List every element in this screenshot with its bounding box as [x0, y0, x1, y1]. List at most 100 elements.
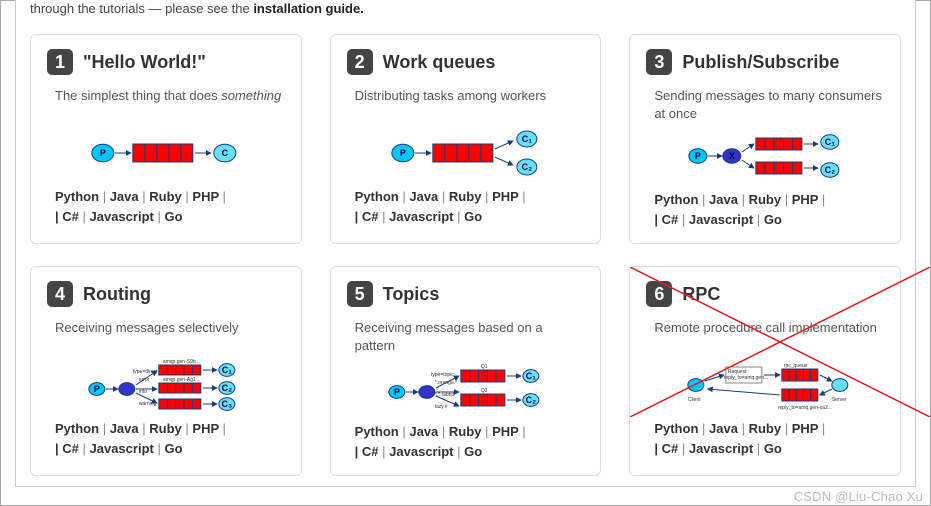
content-panel: through the tutorials — please see the i…: [15, 0, 916, 487]
svg-text:rpc_queue: rpc_queue: [784, 363, 808, 369]
lang-link[interactable]: Java: [709, 192, 738, 207]
lang-link[interactable]: C#: [62, 441, 79, 456]
lang-link[interactable]: Ruby: [449, 424, 482, 439]
lang-link[interactable]: Java: [110, 189, 139, 204]
lang-link[interactable]: Go: [764, 441, 782, 456]
card-languages: Python | Java | Ruby | PHP | | C# | Java…: [55, 419, 285, 458]
lang-link[interactable]: Python: [654, 421, 698, 436]
svg-text:C₂: C₂: [222, 383, 233, 393]
lang-link[interactable]: PHP: [792, 192, 819, 207]
svg-text:reply_to=amq.gen-xa2...: reply_to=amq.gen-xa2...: [778, 405, 832, 411]
card-title: RPC: [682, 284, 720, 305]
card-languages: Python | Java | Ruby | PHP | | C# | Java…: [355, 422, 585, 461]
lang-link[interactable]: PHP: [192, 189, 219, 204]
card-title: Publish/Subscribe: [682, 52, 839, 73]
lang-link[interactable]: Ruby: [749, 421, 782, 436]
svg-text:type=direct: type=direct: [133, 369, 158, 375]
lang-link[interactable]: C#: [662, 212, 679, 227]
lang-link[interactable]: PHP: [492, 189, 519, 204]
svg-text:amqp.gen-Ag1...: amqp.gen-Ag1...: [163, 377, 200, 383]
card-header: 6 RPC: [646, 281, 884, 307]
card-header: 4 Routing: [47, 281, 285, 307]
tutorial-card[interactable]: 2 Work queues Distributing tasks among w…: [330, 34, 602, 244]
card-number: 2: [347, 49, 373, 75]
lang-link[interactable]: PHP: [192, 421, 219, 436]
svg-text:warning: warning: [139, 401, 157, 407]
svg-text:C₂: C₂: [521, 162, 532, 172]
card-header: 3 Publish/Subscribe: [646, 49, 884, 75]
svg-text:C₂: C₂: [525, 395, 536, 405]
card-description: Receiving messages selectively: [55, 319, 285, 351]
svg-text:C₁: C₁: [521, 134, 531, 144]
svg-text:Server: Server: [832, 397, 847, 403]
svg-text:C₁: C₁: [222, 365, 232, 375]
lang-link[interactable]: Ruby: [149, 421, 182, 436]
svg-text:Q1: Q1: [480, 364, 487, 370]
card-languages: Python | Java | Ruby | PHP | | C# | Java…: [55, 187, 285, 226]
intro-link[interactable]: installation guide.: [253, 1, 364, 16]
lang-link[interactable]: C#: [62, 209, 79, 224]
lang-link[interactable]: C#: [362, 209, 379, 224]
card-diagram: ClientRequestreply_to=amq.gen...rpc_queu…: [654, 359, 884, 411]
card-diagram: PC₁C₂: [355, 127, 585, 179]
card-diagram: PC: [55, 127, 285, 179]
tutorial-card[interactable]: 3 Publish/Subscribe Sending messages to …: [629, 34, 901, 244]
lang-link[interactable]: Java: [709, 421, 738, 436]
lang-link[interactable]: Python: [55, 421, 99, 436]
card-header: 1 "Hello World!": [47, 49, 285, 75]
lang-link[interactable]: Java: [110, 421, 139, 436]
svg-text:info: info: [139, 389, 147, 395]
lang-link[interactable]: PHP: [792, 421, 819, 436]
svg-text:C₃: C₃: [221, 399, 232, 409]
card-description: Receiving messages based on a pattern: [355, 319, 585, 354]
tutorial-card[interactable]: 5 Topics Receiving messages based on a p…: [330, 266, 602, 476]
card-number: 5: [347, 281, 373, 307]
lang-link[interactable]: Javascript: [689, 441, 753, 456]
svg-text:P: P: [100, 148, 106, 158]
lang-link[interactable]: Javascript: [389, 444, 453, 459]
card-description: Distributing tasks among workers: [355, 87, 585, 119]
tutorial-card[interactable]: 4 Routing Receiving messages selectively…: [30, 266, 302, 476]
lang-link[interactable]: Javascript: [90, 209, 154, 224]
lang-link[interactable]: Go: [164, 209, 182, 224]
svg-text:C: C: [222, 148, 229, 158]
svg-text:C₁: C₁: [825, 137, 835, 147]
card-languages: Python | Java | Ruby | PHP | | C# | Java…: [654, 419, 884, 458]
lang-link[interactable]: Python: [355, 189, 399, 204]
lang-link[interactable]: Go: [164, 441, 182, 456]
card-languages: Python | Java | Ruby | PHP | | C# | Java…: [654, 190, 884, 229]
lang-link[interactable]: Python: [55, 189, 99, 204]
svg-text:error: error: [139, 377, 150, 383]
lang-link[interactable]: Python: [355, 424, 399, 439]
svg-text:reply_to=amq.gen...: reply_to=amq.gen...: [724, 375, 768, 381]
lang-link[interactable]: Go: [464, 209, 482, 224]
card-description: Sending messages to many consumers at on…: [654, 87, 884, 122]
lang-link[interactable]: Java: [409, 189, 438, 204]
lang-link[interactable]: Java: [409, 424, 438, 439]
tutorial-card[interactable]: 6 RPC Remote procedure call implementati…: [629, 266, 901, 476]
card-languages: Python | Java | Ruby | PHP | | C# | Java…: [355, 187, 585, 226]
svg-text:lazy.#: lazy.#: [434, 404, 447, 410]
lang-link[interactable]: Javascript: [90, 441, 154, 456]
lang-link[interactable]: Go: [764, 212, 782, 227]
card-number: 6: [646, 281, 672, 307]
card-header: 2 Work queues: [347, 49, 585, 75]
card-diagram: Ptype=directerrorinfowarningamqp.gen-S9b…: [55, 359, 285, 411]
intro-prefix: through the tutorials — please see the: [30, 1, 253, 16]
lang-link[interactable]: Javascript: [689, 212, 753, 227]
lang-link[interactable]: C#: [362, 444, 379, 459]
lang-link[interactable]: PHP: [492, 424, 519, 439]
svg-text:P: P: [94, 384, 100, 394]
tutorial-card[interactable]: 1 "Hello World!" The simplest thing that…: [30, 34, 302, 244]
lang-link[interactable]: Go: [464, 444, 482, 459]
lang-link[interactable]: C#: [662, 441, 679, 456]
card-header: 5 Topics: [347, 281, 585, 307]
lang-link[interactable]: Ruby: [149, 189, 182, 204]
lang-link[interactable]: Javascript: [389, 209, 453, 224]
lang-link[interactable]: Python: [654, 192, 698, 207]
outer-frame: through the tutorials — please see the i…: [0, 0, 931, 506]
lang-link[interactable]: Ruby: [749, 192, 782, 207]
lang-link[interactable]: Ruby: [449, 189, 482, 204]
card-number: 1: [47, 49, 73, 75]
card-description: The simplest thing that does something: [55, 87, 285, 119]
